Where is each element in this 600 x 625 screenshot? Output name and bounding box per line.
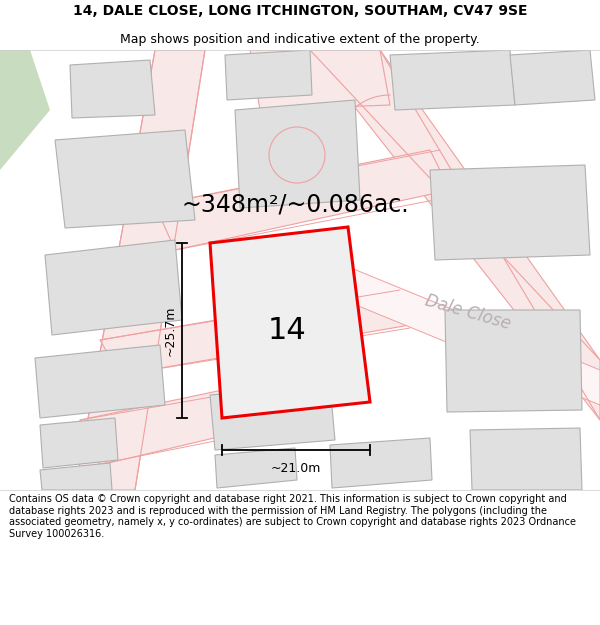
Polygon shape — [470, 428, 582, 490]
Polygon shape — [75, 50, 205, 490]
Polygon shape — [40, 418, 118, 468]
Text: Dale Close: Dale Close — [423, 291, 513, 333]
Polygon shape — [390, 50, 515, 110]
Polygon shape — [100, 290, 410, 375]
Polygon shape — [215, 448, 297, 488]
Text: 14, DALE CLOSE, LONG ITCHINGTON, SOUTHAM, CV47 9SE: 14, DALE CLOSE, LONG ITCHINGTON, SOUTHAM… — [73, 4, 527, 18]
Polygon shape — [310, 50, 600, 420]
Polygon shape — [55, 130, 195, 228]
Polygon shape — [35, 345, 165, 418]
Text: ~21.0m: ~21.0m — [271, 461, 321, 474]
Polygon shape — [510, 50, 595, 105]
Polygon shape — [40, 463, 112, 490]
Polygon shape — [0, 50, 50, 170]
Polygon shape — [235, 100, 360, 208]
Polygon shape — [70, 60, 155, 118]
Polygon shape — [250, 50, 390, 110]
Text: 14: 14 — [268, 316, 307, 345]
Polygon shape — [155, 150, 450, 250]
Polygon shape — [330, 438, 432, 488]
Polygon shape — [80, 380, 290, 465]
Polygon shape — [210, 385, 335, 450]
Polygon shape — [295, 245, 600, 405]
Polygon shape — [430, 165, 590, 260]
Text: Map shows position and indicative extent of the property.: Map shows position and indicative extent… — [120, 32, 480, 46]
Text: Contains OS data © Crown copyright and database right 2021. This information is : Contains OS data © Crown copyright and d… — [9, 494, 576, 539]
Polygon shape — [445, 310, 582, 412]
Text: ~348m²/~0.086ac.: ~348m²/~0.086ac. — [181, 193, 409, 217]
Polygon shape — [210, 227, 370, 418]
Polygon shape — [225, 50, 312, 100]
Polygon shape — [45, 240, 182, 335]
Text: ~25.7m: ~25.7m — [163, 305, 176, 356]
